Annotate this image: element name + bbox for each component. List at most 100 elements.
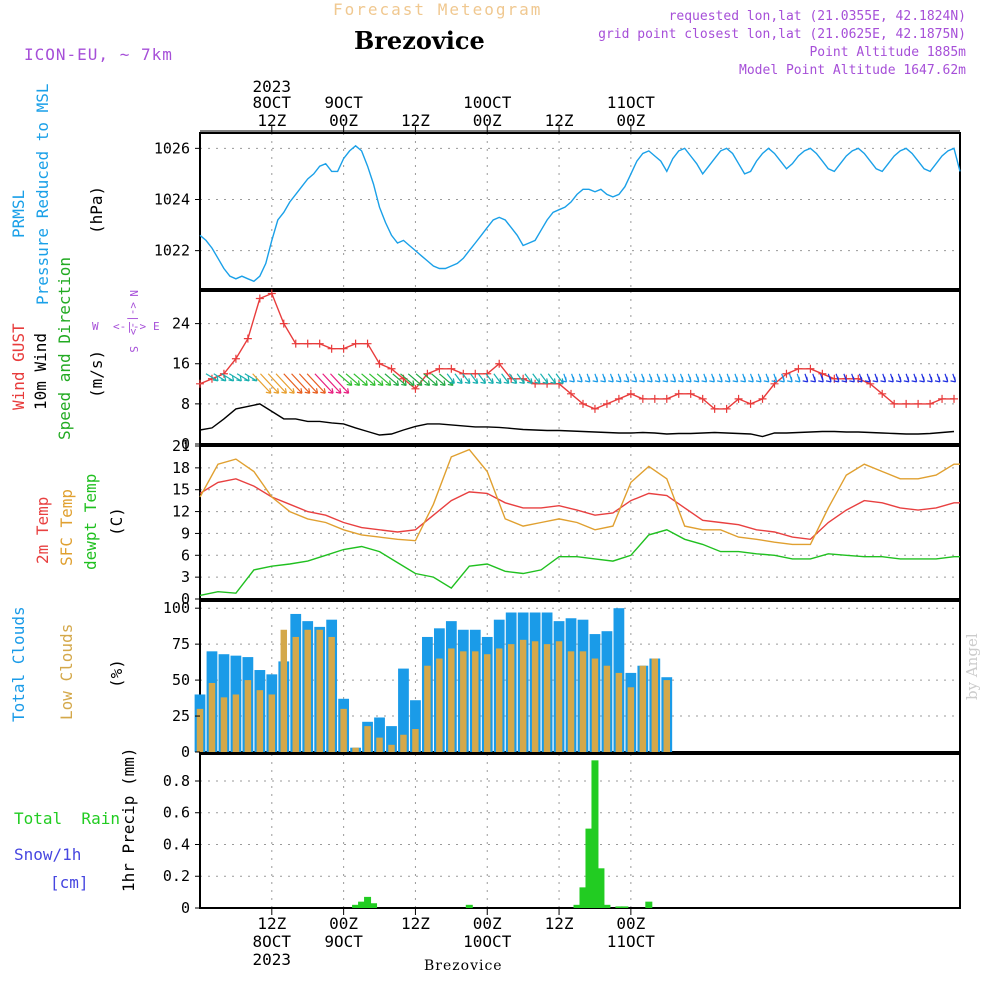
t2m-label: 2m Temp <box>33 497 52 564</box>
gust-point <box>471 369 480 378</box>
total-cloud-bar <box>374 717 385 752</box>
gust-point <box>363 339 372 348</box>
wind-direction-arrow <box>291 373 311 394</box>
wind-direction-arrow <box>942 373 949 383</box>
dewpt-label: dewpt Temp <box>81 474 100 570</box>
top-time-label: 12Z <box>257 111 286 130</box>
wind-direction-arrow <box>540 373 549 384</box>
gust-point <box>818 369 827 378</box>
compass-west: W <box>92 320 99 333</box>
gust-point <box>327 344 336 353</box>
low-cloud-bar <box>436 658 443 752</box>
gust-point <box>567 389 576 398</box>
gust-point <box>590 404 599 413</box>
gust-point <box>495 359 504 368</box>
low-cloud-bar <box>567 651 575 752</box>
wind-direction-arrow <box>213 373 227 382</box>
wind-direction-arrow <box>392 373 407 387</box>
wind-direction-arrow <box>724 373 731 383</box>
gust-point <box>375 359 384 368</box>
gust-point <box>315 339 324 348</box>
gust-point <box>411 384 420 393</box>
precip-axis-label: 1hr Precip (mm) <box>119 748 138 893</box>
wind-direction-arrow <box>717 373 723 383</box>
wind-direction-arrow <box>345 373 361 387</box>
wind-direction-arrow <box>322 373 342 394</box>
sfc-temp-label: SFC Temp <box>57 489 76 566</box>
precip-bar <box>364 896 372 908</box>
wind-direction-arrow <box>229 373 242 382</box>
wind-direction-arrow <box>423 373 438 387</box>
low-cloud-bar <box>256 690 264 752</box>
panel-frames <box>199 132 961 909</box>
precip-bar <box>645 901 653 908</box>
gust-point <box>387 364 396 373</box>
wind-direction-arrow <box>306 373 326 394</box>
gust-point <box>243 334 252 343</box>
low-cloud-bar <box>268 694 276 752</box>
gust-point <box>746 399 755 408</box>
gust-point <box>231 354 240 363</box>
wind-direction-arrow <box>857 373 863 383</box>
gust-point <box>602 399 611 408</box>
low-cloud-bar <box>220 697 228 752</box>
compass-south: S <box>127 346 140 353</box>
gust-point <box>938 394 947 403</box>
wind-direction-arrow <box>561 373 568 383</box>
snow-label: Snow/1h <box>14 845 81 864</box>
wind-direction-arrow <box>493 373 502 384</box>
bottom-time-label: 00Z <box>616 914 645 933</box>
wind-direction-arrow <box>415 373 431 387</box>
gust-point <box>758 394 767 403</box>
wind-direction-arrow <box>384 373 400 387</box>
wind-direction-arrow <box>205 373 219 382</box>
low-cloud-bar <box>292 636 299 752</box>
low-cloud-bar <box>244 680 252 752</box>
wind10-line <box>199 403 955 438</box>
gust-point <box>196 379 204 388</box>
wind-direction-arrow <box>283 373 303 394</box>
gust-point <box>710 404 719 413</box>
precip-bar <box>615 906 623 908</box>
wind-direction-arrow <box>454 373 463 384</box>
low-cloud-bar <box>328 636 335 752</box>
y-tick-label: 3 <box>181 568 190 586</box>
gust-point <box>890 399 899 408</box>
low-cloud-bar <box>316 629 323 752</box>
gust-point <box>662 394 671 403</box>
wind-direction-arrow <box>888 373 894 383</box>
gust-point <box>614 394 623 403</box>
wind-direction-arrow <box>532 373 541 384</box>
precip-bar <box>585 828 593 908</box>
bottom-time-label: 00Z <box>329 914 358 933</box>
gust-point <box>794 364 803 373</box>
precip-bar <box>579 887 587 908</box>
bottom-time-label: 2023 <box>253 950 292 969</box>
wind-direction-arrow <box>615 373 622 383</box>
wind-direction-arrow <box>693 373 700 383</box>
sfc-temp-line <box>199 448 960 546</box>
wind-direction-arrow <box>678 373 684 383</box>
chart-title: Forecast Meteogram <box>333 0 543 19</box>
y-tick-label: 8 <box>181 395 190 413</box>
top-year-label: 2023 <box>253 77 292 96</box>
wind-direction-arrow <box>849 373 855 383</box>
y-tick-label: 1022 <box>154 242 190 260</box>
grid-point-location: grid point closest lon,lat (21.0625E, 42… <box>598 27 966 42</box>
wind-direction-arrow <box>275 373 295 394</box>
wind-direction-arrow <box>654 373 661 383</box>
precip-bar <box>603 904 611 908</box>
compass-east: E <box>153 320 160 333</box>
requested-location: requested lon,lat (21.0355E, 42.1824N) <box>668 9 966 24</box>
bottom-time-label: 12Z <box>401 914 430 933</box>
bottom-time-label: 10OCT <box>463 932 512 951</box>
low-cloud-bar <box>615 672 623 752</box>
y-tick-label: 0.2 <box>163 867 190 885</box>
wind-direction-arrow <box>221 373 235 382</box>
wind-direction-arrow <box>623 373 630 383</box>
low-cloud-bar <box>579 651 587 752</box>
low-cloud-bar <box>603 665 611 752</box>
wind-direction-arrow <box>771 373 778 383</box>
y-tick-label: 0 <box>181 899 190 917</box>
model-name: ICON-EU, ~ 7km <box>24 45 173 64</box>
